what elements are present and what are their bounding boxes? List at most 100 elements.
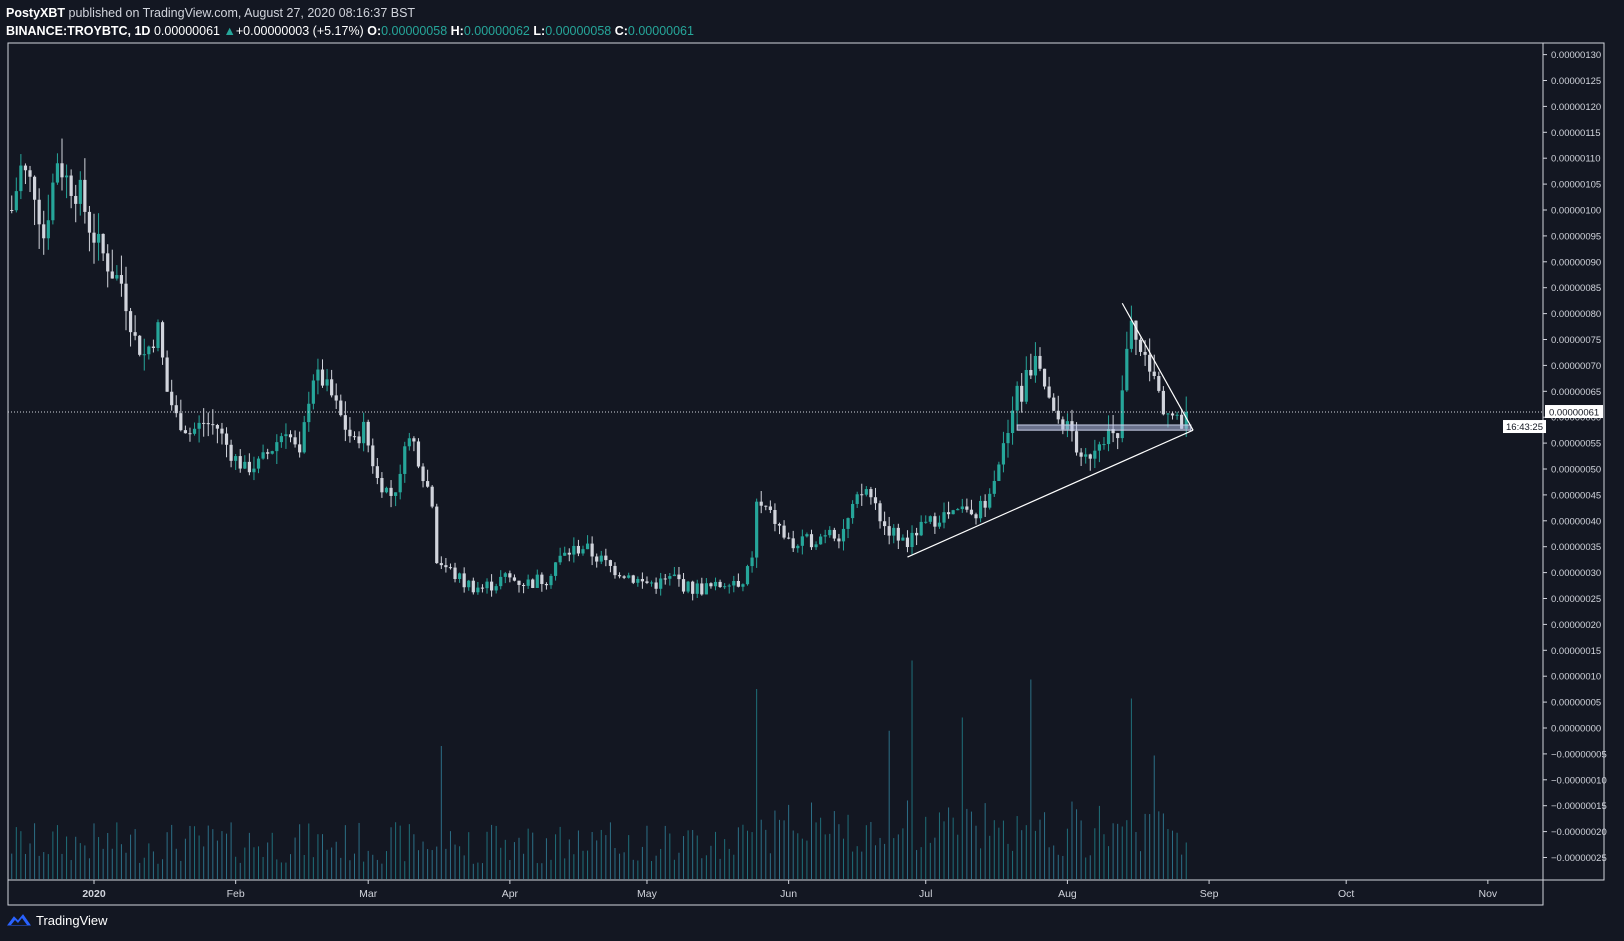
candle-body[interactable] xyxy=(1047,386,1051,398)
candle-body[interactable] xyxy=(764,505,768,507)
candle-body[interactable] xyxy=(659,578,663,589)
candle-body[interactable] xyxy=(412,438,416,442)
candle-body[interactable] xyxy=(572,545,576,555)
candle-body[interactable] xyxy=(421,466,425,482)
candle-body[interactable] xyxy=(745,566,750,585)
candle-body[interactable] xyxy=(147,346,151,355)
candle-body[interactable] xyxy=(10,210,14,211)
candle-body[interactable] xyxy=(128,311,133,333)
candle-body[interactable] xyxy=(595,556,599,562)
candle-body[interactable] xyxy=(1102,444,1106,446)
candle-body[interactable] xyxy=(855,494,859,504)
candle-body[interactable] xyxy=(220,428,224,434)
candle-body[interactable] xyxy=(307,403,311,423)
candle-body[interactable] xyxy=(489,581,494,591)
candle-body[interactable] xyxy=(270,451,274,454)
candle-body[interactable] xyxy=(238,456,242,469)
candle-body[interactable] xyxy=(777,523,782,526)
candle-body[interactable] xyxy=(192,428,197,434)
candle-body[interactable] xyxy=(119,275,124,284)
candle-body[interactable] xyxy=(330,379,334,396)
candle-body[interactable] xyxy=(343,415,347,430)
candle-body[interactable] xyxy=(471,580,475,593)
candle-body[interactable] xyxy=(485,581,489,589)
candle-body[interactable] xyxy=(631,575,635,583)
candle-body[interactable] xyxy=(1020,385,1024,402)
candle-body[interactable] xyxy=(28,170,32,177)
candle-body[interactable] xyxy=(508,573,512,578)
candle-body[interactable] xyxy=(960,506,964,510)
tradingview-brand[interactable]: TradingView xyxy=(36,912,108,928)
candle-body[interactable] xyxy=(563,552,567,556)
candle-body[interactable] xyxy=(229,444,233,461)
candle-body[interactable] xyxy=(892,527,896,536)
candle-body[interactable] xyxy=(832,529,836,539)
candle-body[interactable] xyxy=(325,379,329,386)
candle-body[interactable] xyxy=(677,574,681,580)
candle-body[interactable] xyxy=(51,182,55,221)
candle-body[interactable] xyxy=(869,489,873,498)
candle-body[interactable] xyxy=(668,576,672,579)
candle-body[interactable] xyxy=(640,578,644,582)
candle-body[interactable] xyxy=(1152,371,1156,377)
candle-body[interactable] xyxy=(69,175,73,196)
candle-body[interactable] xyxy=(458,573,462,579)
candle-body[interactable] xyxy=(467,580,471,588)
candle-body[interactable] xyxy=(1175,414,1179,416)
candle-body[interactable] xyxy=(416,441,421,467)
candle-body[interactable] xyxy=(348,429,352,437)
candle-body[interactable] xyxy=(55,163,60,183)
candle-body[interactable] xyxy=(261,452,265,459)
candle-body[interactable] xyxy=(942,512,946,523)
candle-body[interactable] xyxy=(42,224,46,239)
candle-body[interactable] xyxy=(978,500,983,519)
candle-body[interactable] xyxy=(1010,410,1015,434)
candle-body[interactable] xyxy=(298,444,302,453)
candle-body[interactable] xyxy=(183,430,187,434)
candle-body[interactable] xyxy=(174,405,178,414)
candle-body[interactable] xyxy=(151,346,156,348)
candle-body[interactable] xyxy=(622,576,626,578)
candle-body[interactable] xyxy=(553,562,558,576)
candle-body[interactable] xyxy=(965,506,969,510)
candle-body[interactable] xyxy=(115,275,119,279)
candle-body[interactable] xyxy=(1024,369,1028,402)
candle-body[interactable] xyxy=(1006,433,1010,444)
candle-body[interactable] xyxy=(96,233,101,243)
candle-body[interactable] xyxy=(1084,454,1088,457)
candle-body[interactable] xyxy=(156,322,160,348)
candle-body[interactable] xyxy=(919,521,923,536)
candle-body[interactable] xyxy=(170,391,174,406)
candle-body[interactable] xyxy=(275,442,279,452)
candle-body[interactable] xyxy=(334,395,338,401)
candle-body[interactable] xyxy=(531,579,535,588)
candle-body[interactable] xyxy=(462,573,466,588)
candle-body[interactable] xyxy=(846,518,850,529)
candle-body[interactable] xyxy=(864,489,868,495)
candle-body[interactable] xyxy=(247,461,251,473)
horizontal-zone[interactable] xyxy=(1016,424,1192,431)
resistance-trendline[interactable] xyxy=(1121,302,1194,431)
candle-body[interactable] xyxy=(366,421,370,446)
candle-body[interactable] xyxy=(672,574,676,577)
candle-body[interactable] xyxy=(494,586,498,591)
candle-body[interactable] xyxy=(197,422,201,429)
candle-body[interactable] xyxy=(992,480,996,494)
candle-body[interactable] xyxy=(87,211,92,233)
candle-body[interactable] xyxy=(924,521,928,523)
candle-body[interactable] xyxy=(755,501,759,558)
candle-body[interactable] xyxy=(234,456,238,461)
candle-body[interactable] xyxy=(188,433,192,435)
candle-body[interactable] xyxy=(339,400,343,416)
candle-body[interactable] xyxy=(896,527,900,541)
candle-body[interactable] xyxy=(800,536,804,546)
candle-body[interactable] xyxy=(627,575,631,578)
candle-body[interactable] xyxy=(23,165,28,171)
candle-body[interactable] xyxy=(1088,454,1092,459)
candle-body[interactable] xyxy=(202,422,206,424)
candle-body[interactable] xyxy=(1180,414,1184,429)
candle-body[interactable] xyxy=(860,494,864,496)
candle-body[interactable] xyxy=(663,578,667,580)
tradingview-cloud-icon[interactable] xyxy=(6,912,32,928)
candle-body[interactable] xyxy=(142,354,146,356)
